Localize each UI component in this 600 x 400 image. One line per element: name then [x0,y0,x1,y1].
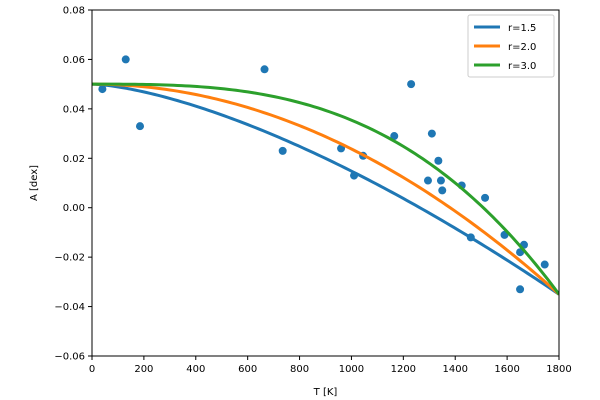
scatter-point [278,146,287,155]
scatter-point [427,129,436,138]
scatter-point [121,55,130,64]
axes-frame [91,9,560,357]
y-tick-label: 0.02 [63,154,85,165]
x-tick-label: 1800 [546,364,571,375]
legend-label-r30: r=3.0 [508,61,536,72]
scatter-point [423,176,432,185]
x-tick-label: 1000 [339,364,364,375]
series-line-r30 [92,82,559,296]
y-tick-label: 0.04 [63,104,85,115]
x-tick-label: 1200 [391,364,416,375]
y-tick-label: −0.06 [54,352,85,363]
x-tick-label: 600 [238,364,257,375]
scatter-point [436,176,445,185]
x-tick-label: 1400 [442,364,467,375]
ticks: 0 200 400 600 800 1000 1200 1400 1600 1800 −0.06 −0… [54,6,571,376]
x-tick-label: 800 [290,364,309,375]
legend-box [467,14,555,78]
y-axis-label: A [dex] [29,165,40,201]
plot-area [92,55,559,296]
x-tick-label: 1600 [494,364,519,375]
scatter-point [136,122,144,131]
y-tick-label: 0.00 [63,203,85,214]
scatter-point [390,132,399,141]
legend-label-r20: r=2.0 [508,42,536,53]
x-tick-label: 0 [89,364,95,375]
series-line-r20 [92,82,559,296]
scatter-point [516,285,525,294]
scatter-point [260,65,269,74]
y-tick-label: 0.08 [63,6,85,17]
x-axis-label: T [K] [313,387,338,398]
x-tick-label: 400 [186,364,205,375]
y-tick-label: −0.02 [54,253,85,264]
scatter-point [98,85,107,94]
legend: r=1.5 r=2.0 r=3.0 [467,14,555,78]
y-tick-label: −0.04 [54,302,85,313]
scatter-point [438,186,447,195]
series-line-r15 [92,82,559,296]
scatter-point [540,260,549,269]
scatter-point [434,156,443,165]
legend-label-r15: r=1.5 [508,23,536,34]
plot-marks [92,55,559,296]
scatter-point [481,193,490,202]
scatter-point [407,80,416,89]
x-tick-label: 200 [134,364,153,375]
y-tick-label: 0.06 [63,55,85,66]
